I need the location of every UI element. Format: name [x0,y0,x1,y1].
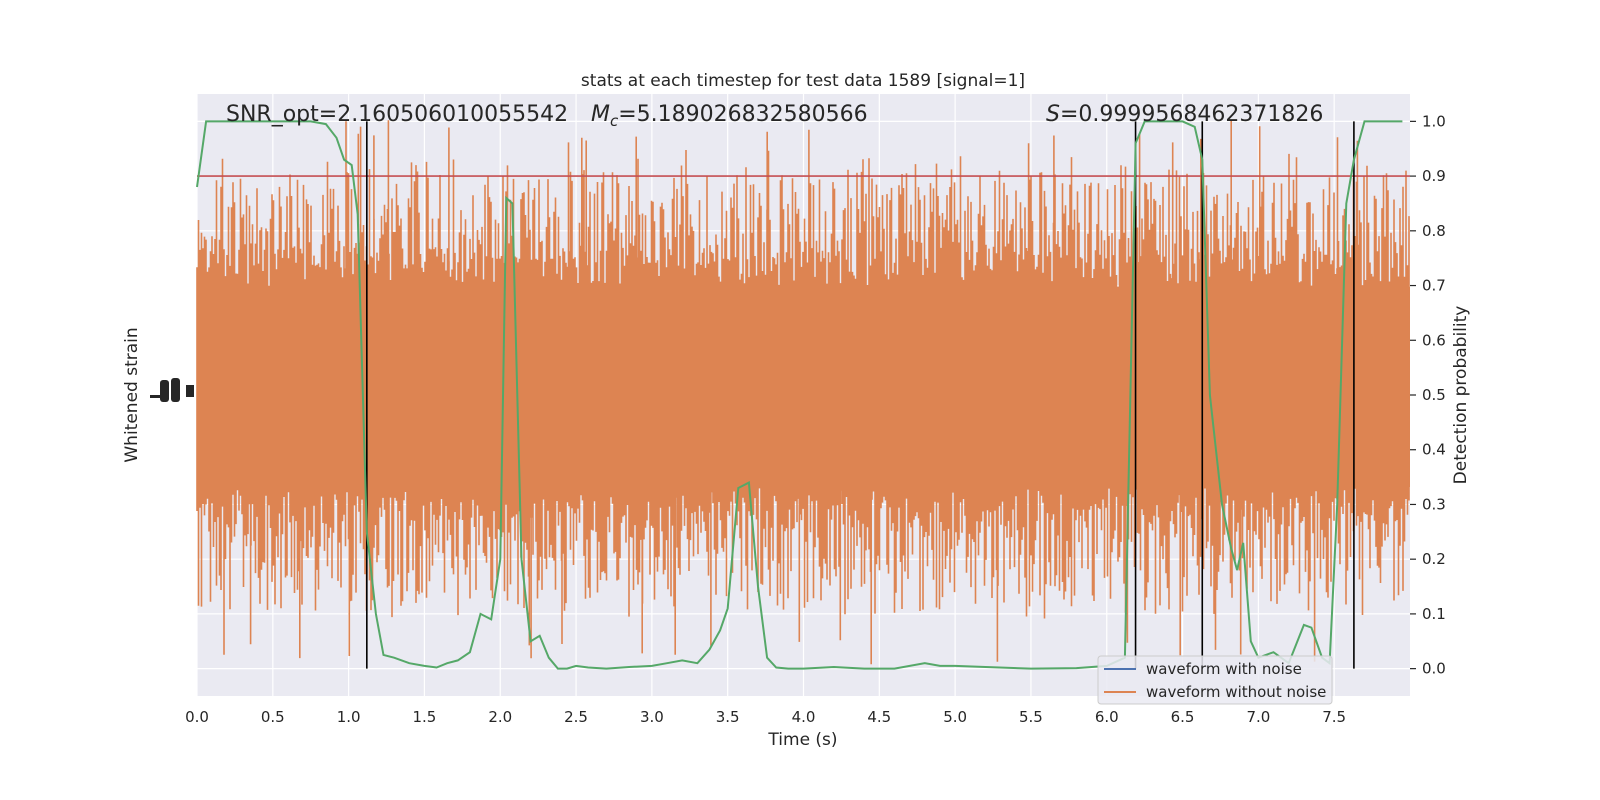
x-axis-label: Time (s) [767,730,837,750]
x-tick-label-3: 1.5 [413,708,437,726]
x-tick-label-0: 0.0 [185,708,209,726]
score-annotation: S=0.9999568462371826 [1046,102,1323,127]
y-right-tick-labels: 0.0 0.1 0.2 0.3 0.4 0.5 0.6 0.7 0.8 0.9 1.0 [1410,112,1446,678]
x-tick-label-2: 1.0 [337,708,361,726]
x-tick-label-1: 0.5 [261,708,285,726]
y-axis-label-right: Detection probability [1451,306,1471,485]
chirp-mass-annotation: Mc=5.189026832580566 [591,102,868,130]
mc-value: =5.189026832580566 [618,102,867,127]
x-tick-label-12: 6.0 [1095,708,1119,726]
legend: waveform with noise waveform without noi… [1097,655,1333,705]
y-right-tick-label-3: 0.3 [1422,495,1446,513]
x-tick-label-9: 4.5 [867,708,891,726]
left-axis-ticks [150,378,194,402]
detection-lines [366,121,1355,669]
chart-title: stats at each timestep for test data 158… [581,71,1025,91]
s-symbol: S [1046,102,1060,127]
noise-band-spikes [196,120,1410,665]
y-right-tick-label-0: 0.0 [1422,660,1446,678]
x-tick-label-7: 3.5 [716,708,740,726]
x-tick-label-11: 5.5 [1019,708,1043,726]
x-tick-labels: 0.0 0.5 1.0 1.5 2.0 2.5 3.0 3.5 4.0 4.5 5.0 5.5 6.0 6… [185,708,1346,726]
s-value: =0.9999568462371826 [1060,102,1323,127]
y-right-tick-label-6: 0.6 [1422,331,1446,349]
y-right-tick-label-5: 0.5 [1422,386,1446,404]
mc-subscript: c [610,112,619,130]
y-right-tick-label-1: 0.1 [1422,605,1446,623]
x-tick-label-13: 6.5 [1171,708,1195,726]
detection-probability-group [196,120,1403,670]
y-axis-label-left: Whitened strain [122,327,142,462]
x-tick-label-4: 2.0 [488,708,512,726]
legend-label-without-noise: waveform without noise [1146,683,1326,701]
x-tick-label-8: 4.0 [792,708,816,726]
x-tick-label-15: 7.5 [1322,708,1346,726]
y-right-tick-label-2: 0.2 [1422,550,1446,568]
y-right-tick-label-10: 1.0 [1422,112,1446,130]
snr-annotation: SNR_opt=2.160506010055542 [226,102,568,127]
x-tick-label-14: 7.0 [1246,708,1270,726]
x-tick-label-10: 5.0 [943,708,967,726]
y-right-tick-label-9: 0.9 [1422,167,1446,185]
legend-label-with-noise: waveform with noise [1146,660,1302,678]
mc-symbol: M [591,102,610,127]
x-tick-label-6: 3.0 [640,708,664,726]
x-tick-label-5: 2.5 [564,708,588,726]
legend-box [1097,655,1333,705]
y-right-tick-label-8: 0.8 [1422,222,1446,240]
y-right-tick-label-7: 0.7 [1422,277,1446,295]
y-right-tick-label-4: 0.4 [1422,441,1446,459]
detection-probability-line [196,120,1403,670]
